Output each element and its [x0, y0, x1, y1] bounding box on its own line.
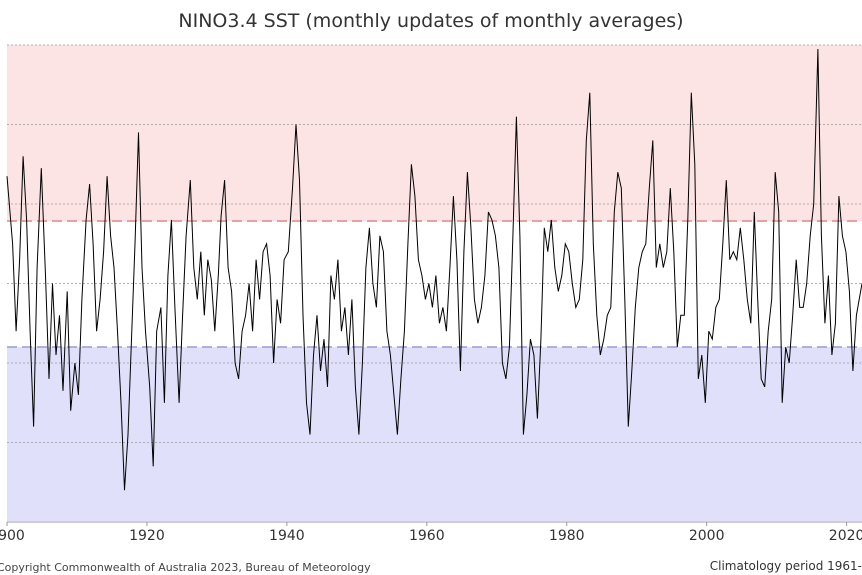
x-tick-label: 1940	[269, 528, 305, 544]
x-tick-label: 1920	[129, 528, 165, 544]
x-tick-label: 1960	[409, 528, 445, 544]
x-tick-label: 2020	[829, 528, 862, 544]
nino34-sst-series-line	[6, 48, 862, 491]
x-axis-ticks: 1900 1920 1940 1960 1980 2000 2020	[0, 522, 862, 544]
x-tick-label: 1980	[549, 528, 585, 544]
copyright-text: Copyright Commonwealth of Australia 2023…	[0, 561, 371, 574]
climatology-period-text: Climatology period 1961-	[709, 559, 862, 573]
cool-zone	[7, 347, 862, 523]
gridlines	[7, 44, 862, 443]
x-tick-label: 1900	[0, 528, 25, 544]
x-tick-label: 2000	[689, 528, 725, 544]
chart-title: NINO3.4 SST (monthly updates of monthly …	[178, 10, 684, 32]
warm-zone	[7, 45, 862, 221]
